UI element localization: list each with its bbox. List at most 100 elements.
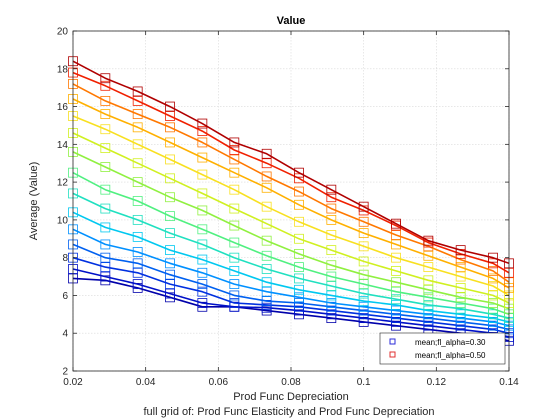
data-point-marker (197, 205, 208, 216)
series-line (72, 171, 510, 316)
data-point-marker (261, 296, 272, 307)
data-point-marker (326, 271, 337, 282)
y-tick-label: 10 (57, 215, 69, 226)
data-point-marker (132, 258, 143, 269)
data-point-marker (100, 109, 111, 120)
data-point-marker (358, 256, 369, 267)
legend-box (379, 332, 506, 365)
data-point-marker (261, 286, 272, 297)
data-point-marker (132, 267, 143, 278)
data-point-marker (165, 258, 175, 269)
x-tick-label: 0.04 (136, 377, 156, 388)
y-tick-label: 12 (57, 178, 69, 189)
data-point-marker (423, 305, 434, 316)
data-point-marker (488, 252, 498, 263)
data-point-marker (326, 214, 337, 225)
figure-caption: full grid of: Prod Func Elasticity and P… (143, 406, 434, 418)
data-point-marker (391, 277, 401, 288)
data-point-marker (229, 252, 240, 263)
data-point-marker (358, 279, 369, 290)
data-point-marker (326, 260, 337, 271)
data-point-marker (391, 286, 401, 297)
data-point-marker (488, 290, 498, 301)
series-line (72, 277, 510, 342)
data-point-marker (229, 154, 240, 165)
data-point-marker (132, 279, 143, 290)
data-point-marker (391, 230, 401, 240)
series-group (68, 146, 514, 314)
series-line (72, 71, 510, 274)
data-point-marker (391, 252, 401, 263)
data-point-marker (391, 299, 401, 310)
series-layer (68, 56, 514, 346)
data-point-marker (100, 262, 111, 273)
data-point-marker (229, 145, 240, 155)
data-point-marker (423, 250, 434, 261)
series-line (72, 132, 510, 304)
data-point-marker (358, 301, 369, 312)
data-point-marker (229, 184, 240, 195)
data-point-marker (229, 265, 240, 276)
data-point-marker (294, 248, 304, 259)
data-point-marker (197, 267, 208, 278)
data-point-marker (261, 218, 272, 229)
data-point-marker (358, 228, 369, 239)
data-point-marker (165, 122, 175, 133)
data-point-marker (326, 230, 337, 240)
data-point-marker (229, 279, 240, 290)
data-point-marker (197, 298, 208, 308)
data-point-marker (358, 269, 369, 280)
data-point-marker (294, 284, 304, 295)
data-point-marker (132, 177, 143, 188)
data-point-marker (132, 196, 143, 206)
data-point-marker (423, 292, 434, 303)
data-point-marker (455, 271, 466, 282)
data-point-marker (229, 290, 240, 301)
series-line (72, 60, 510, 265)
data-point-marker (197, 239, 208, 250)
ticks: 0.02 0.04 0.06 0.08 0.1 0.12 0.14 2 4 6 8 10 12 14 16 1… (57, 27, 519, 389)
data-point-marker (197, 188, 208, 199)
data-point-marker (326, 203, 337, 214)
data-point-marker (294, 262, 304, 273)
data-point-marker (423, 284, 434, 295)
data-point-marker (229, 220, 240, 231)
data-point-marker (261, 235, 272, 246)
data-point-marker (100, 73, 111, 84)
data-point-marker (294, 199, 304, 210)
data-point-marker (165, 269, 175, 280)
data-point-marker (197, 126, 208, 137)
data-point-marker (197, 118, 208, 129)
data-point-marker (358, 241, 369, 252)
y-tick-label: 6 (62, 291, 68, 302)
series-group (68, 56, 514, 269)
data-point-marker (100, 95, 111, 106)
data-point-marker (488, 258, 498, 269)
y-tick-label: 14 (57, 140, 69, 151)
data-point-marker (488, 303, 498, 314)
data-point-marker (165, 111, 175, 121)
data-point-marker (100, 239, 111, 250)
data-point-marker (294, 273, 304, 284)
data-point-marker (229, 203, 240, 214)
data-point-marker (165, 211, 175, 222)
data-point-marker (423, 299, 434, 310)
data-point-marker (294, 298, 304, 308)
data-point-marker (100, 222, 111, 233)
series-line (72, 211, 510, 323)
data-point-marker (455, 303, 466, 314)
data-point-marker (261, 148, 272, 159)
data-point-marker (100, 271, 111, 282)
data-point-marker (132, 247, 143, 257)
data-point-marker (165, 279, 175, 290)
data-point-marker (132, 139, 143, 150)
data-point-marker (261, 182, 272, 193)
chart-title: Value (277, 15, 306, 27)
data-point-marker (455, 309, 466, 320)
data-point-marker (132, 158, 143, 169)
data-point-marker (423, 275, 434, 286)
data-point-marker (132, 95, 143, 106)
legend-label-alpha-050: mean;fl_alpha=0.50 (415, 351, 486, 360)
series-line (72, 83, 510, 283)
series-group (68, 167, 514, 320)
